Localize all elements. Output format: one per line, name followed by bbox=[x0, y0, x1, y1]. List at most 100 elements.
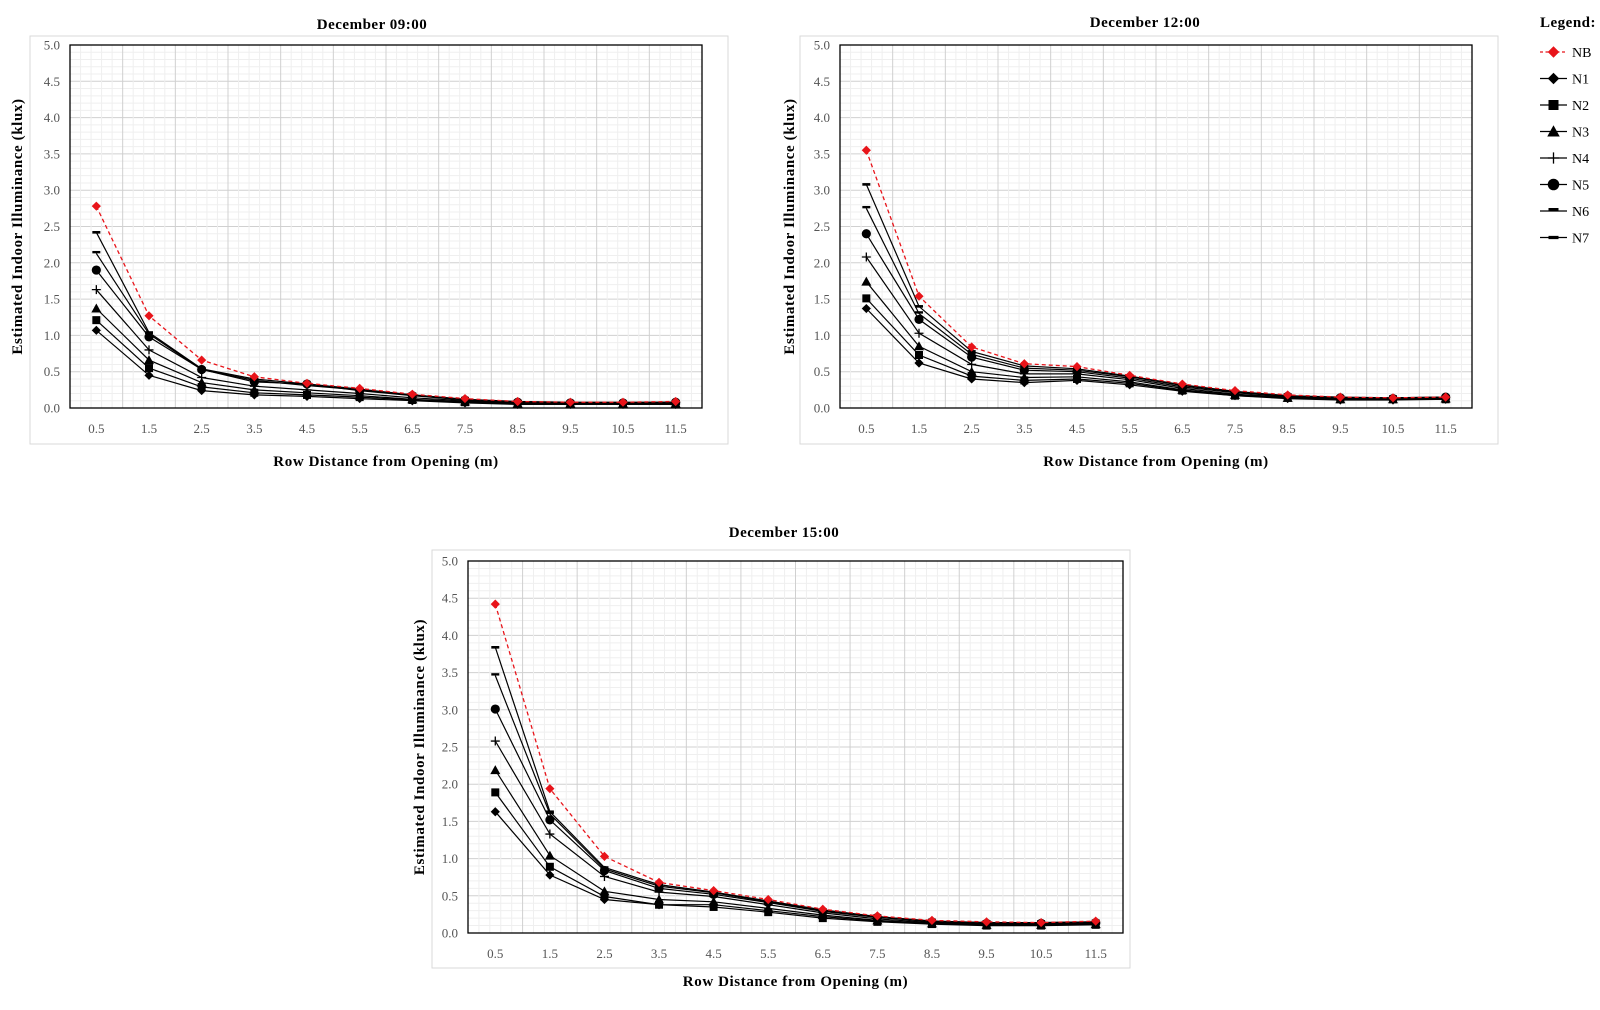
plot-area bbox=[839, 44, 1473, 409]
legend-item-N2: N2 bbox=[1540, 99, 1589, 114]
data-point bbox=[565, 397, 575, 407]
data-point bbox=[1036, 917, 1046, 928]
x-tick-label: 0.5 bbox=[487, 946, 503, 961]
data-point bbox=[197, 367, 206, 371]
x-tick-label: 1.5 bbox=[911, 421, 927, 436]
x-tick-label: 7.5 bbox=[457, 421, 473, 436]
data-point bbox=[491, 673, 500, 676]
y-axis-label: Estimated Indoor Illuminance (klux) bbox=[412, 619, 428, 875]
data-point bbox=[197, 373, 207, 383]
series-line bbox=[865, 308, 1446, 401]
data-point bbox=[407, 389, 417, 399]
data-point bbox=[861, 252, 871, 262]
series-NB bbox=[91, 201, 681, 407]
x-tick-label: 6.5 bbox=[1174, 421, 1190, 436]
legend-label: N2 bbox=[1572, 99, 1589, 114]
data-point bbox=[914, 314, 924, 325]
data-point bbox=[1177, 379, 1187, 389]
y-tick-label: 0.5 bbox=[814, 364, 830, 379]
y-tick-label: 4.0 bbox=[442, 628, 458, 643]
legend-marker bbox=[1548, 235, 1559, 240]
data-point bbox=[490, 599, 500, 609]
y-tick-label: 2.5 bbox=[44, 219, 60, 234]
data-point bbox=[544, 850, 555, 860]
data-point bbox=[654, 894, 665, 904]
data-point bbox=[144, 345, 154, 355]
y-tick-label: 3.5 bbox=[442, 665, 458, 680]
series-line bbox=[865, 281, 1446, 400]
data-point bbox=[763, 894, 773, 905]
data-point bbox=[490, 807, 500, 817]
data-point bbox=[197, 355, 207, 365]
data-point bbox=[1283, 390, 1293, 400]
legend-marker bbox=[1548, 208, 1559, 211]
series-line bbox=[494, 792, 1096, 927]
data-point bbox=[545, 829, 555, 839]
x-tick-label: 7.5 bbox=[869, 946, 885, 961]
y-tick-label: 1.5 bbox=[814, 292, 830, 307]
data-point bbox=[861, 229, 871, 239]
data-point bbox=[654, 877, 664, 888]
data-point bbox=[915, 311, 923, 314]
y-tick-label: 1.0 bbox=[442, 851, 458, 866]
series-line bbox=[865, 256, 1446, 400]
legend-label: N5 bbox=[1572, 179, 1589, 194]
data-point bbox=[915, 305, 923, 308]
y-tick-label: 1.0 bbox=[814, 328, 830, 343]
data-point bbox=[872, 911, 882, 921]
y-tick-label: 3.5 bbox=[814, 146, 830, 161]
y-tick-label: 2.0 bbox=[44, 255, 60, 270]
x-tick-label: 9.5 bbox=[978, 946, 994, 961]
data-point bbox=[490, 765, 501, 775]
data-point bbox=[1091, 916, 1101, 926]
legend: Legend: NB N1 N2 N3 N4 N5 N6 N7 bbox=[1540, 15, 1596, 247]
legend-marker bbox=[1548, 100, 1559, 110]
chart-title: December 12:00 bbox=[1090, 15, 1200, 31]
legend-marker bbox=[1547, 72, 1560, 85]
x-axis-label: Row Distance from Opening (m) bbox=[1043, 454, 1268, 470]
data-point bbox=[249, 372, 259, 382]
legend-marker bbox=[1547, 125, 1560, 137]
data-point bbox=[92, 316, 101, 325]
data-point bbox=[709, 885, 719, 896]
x-tick-label: 11.5 bbox=[1435, 421, 1457, 436]
data-point bbox=[91, 285, 101, 295]
data-point bbox=[545, 870, 555, 880]
chart-panel-1: 0.0 0.5 1.0 1.5 2.0 2.5 3.0 3.5 4.0 4.5 5.0 0.5 1.5 2… bbox=[10, 17, 729, 470]
data-point bbox=[599, 851, 610, 861]
y-tick-label: 2.5 bbox=[814, 219, 830, 234]
data-point bbox=[671, 396, 681, 407]
y-tick-label: 1.5 bbox=[442, 814, 458, 829]
y-tick-label: 4.5 bbox=[44, 74, 60, 89]
data-point bbox=[545, 862, 554, 871]
x-axis-label: Row Distance from Opening (m) bbox=[273, 454, 498, 470]
y-tick-label: 0.5 bbox=[442, 888, 458, 903]
x-tick-label: 0.5 bbox=[88, 421, 104, 436]
data-point bbox=[545, 784, 555, 794]
data-point bbox=[600, 866, 609, 869]
y-axis-label: Estimated Indoor Illuminance (klux) bbox=[10, 98, 26, 354]
x-tick-label: 6.5 bbox=[404, 421, 420, 436]
legend-label: N4 bbox=[1572, 152, 1589, 167]
series-line bbox=[494, 769, 1096, 926]
x-tick-label: 4.5 bbox=[299, 421, 315, 436]
plot-area bbox=[69, 44, 703, 409]
data-point bbox=[490, 704, 500, 714]
data-point bbox=[618, 397, 628, 407]
data-point bbox=[1072, 362, 1082, 372]
series-line bbox=[95, 232, 676, 403]
data-point bbox=[91, 201, 101, 211]
chart-frame bbox=[29, 35, 729, 445]
chart-panel-3: 0.0 0.5 1.0 1.5 2.0 2.5 3.0 3.5 4.0 4.5 5.0 0.5 1.5 2… bbox=[412, 525, 1131, 990]
y-tick-label: 5.0 bbox=[814, 38, 830, 53]
y-tick-label: 4.5 bbox=[814, 74, 830, 89]
data-point bbox=[197, 382, 206, 391]
x-tick-label: 11.5 bbox=[1085, 946, 1107, 961]
data-point bbox=[91, 303, 102, 313]
data-point bbox=[818, 904, 828, 914]
chart-title: December 15:00 bbox=[729, 525, 839, 541]
legend-label: N6 bbox=[1572, 205, 1589, 220]
data-point bbox=[967, 351, 976, 355]
data-point bbox=[355, 383, 365, 393]
